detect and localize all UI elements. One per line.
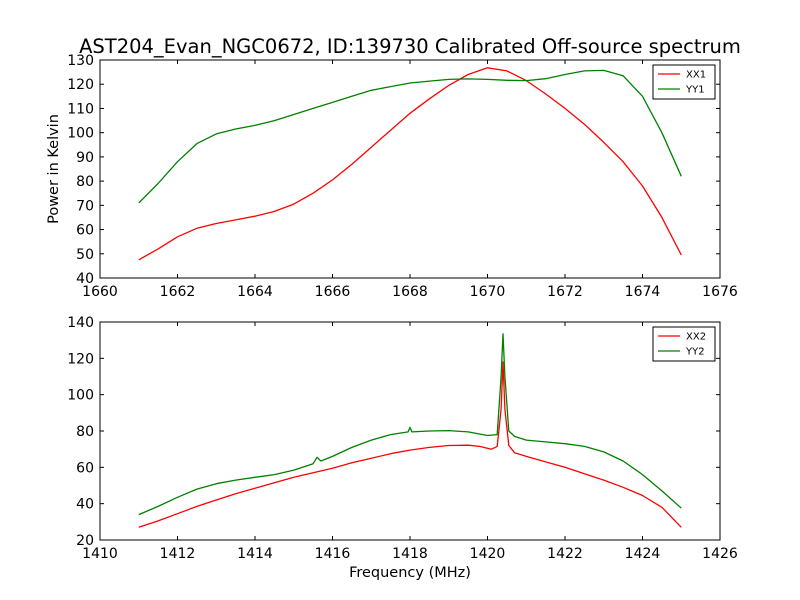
panel-bottom: 1410 1412 1414 1416 1418 1420 1422 1424 1426 20 40… bbox=[67, 315, 738, 562]
y-tick-label-top: 130 bbox=[67, 53, 94, 69]
y-tick-label-top: 90 bbox=[76, 150, 94, 166]
panel-bottom-frame bbox=[99, 321, 721, 541]
x-tick-label-top: 1676 bbox=[702, 284, 738, 300]
x-tick-label-bottom: 1420 bbox=[470, 546, 506, 562]
y-tick-label-bottom: 140 bbox=[67, 315, 94, 331]
legend-box-top bbox=[652, 64, 716, 100]
panel-bottom-axes: 1410 1412 1414 1416 1418 1420 1422 1424 1426 20 40… bbox=[67, 315, 738, 562]
y-tick-label-bottom: 20 bbox=[76, 533, 94, 549]
y-tick-label-bottom: 60 bbox=[76, 460, 94, 476]
x-tick-label-top: 1664 bbox=[237, 284, 273, 300]
y-tick-label-top: 70 bbox=[76, 198, 94, 214]
y-tick-label-bottom: 120 bbox=[67, 351, 94, 367]
y-tick-label-top: 60 bbox=[76, 223, 94, 239]
x-tick-label-top: 1674 bbox=[625, 284, 661, 300]
y-tick-label-top: 120 bbox=[67, 77, 94, 93]
chart-title: AST204_Evan_NGC0672, ID:139730 Calibrate… bbox=[79, 35, 741, 58]
series-line-xx2 bbox=[138, 361, 682, 528]
x-tick-label-top: 1666 bbox=[315, 284, 351, 300]
y-tick-label-bottom: 100 bbox=[67, 388, 94, 404]
x-tick-label-top: 1662 bbox=[160, 284, 196, 300]
panel-top: 1660 1662 1664 1666 1668 1670 1672 1674 1676 40 50… bbox=[67, 53, 738, 300]
series-line-yy1 bbox=[138, 69, 682, 204]
series-line-xx1 bbox=[138, 67, 682, 261]
x-tick-label-bottom: 1410 bbox=[82, 546, 118, 562]
legend-label-yy2: YY2 bbox=[685, 347, 705, 358]
series-line-yy2 bbox=[138, 333, 682, 516]
x-tick-label-bottom: 1422 bbox=[547, 546, 583, 562]
panel-top-axes: 1660 1662 1664 1666 1668 1670 1672 1674 1676 40 50… bbox=[67, 53, 738, 300]
panel-top-series bbox=[138, 67, 682, 261]
y-tick-label-top: 40 bbox=[76, 271, 94, 287]
x-tick-label-bottom: 1426 bbox=[702, 546, 738, 562]
legend-box-bottom bbox=[652, 326, 716, 362]
x-tick-label-bottom: 1416 bbox=[315, 546, 351, 562]
legend-label-xx1: XX1 bbox=[686, 70, 706, 81]
x-tick-label-top: 1668 bbox=[392, 284, 428, 300]
x-tick-label-top: 1660 bbox=[82, 284, 118, 300]
x-tick-label-bottom: 1412 bbox=[160, 546, 196, 562]
y-tick-label-top: 50 bbox=[76, 247, 94, 263]
x-tick-label-bottom: 1424 bbox=[625, 546, 661, 562]
y-tick-label-bottom: 80 bbox=[76, 424, 94, 440]
x-tick-label-top: 1670 bbox=[470, 284, 506, 300]
x-tick-label-bottom: 1414 bbox=[237, 546, 273, 562]
y-tick-label-top: 100 bbox=[67, 126, 94, 142]
y-tick-label-top: 80 bbox=[76, 174, 94, 190]
legend-label-yy1: YY1 bbox=[685, 85, 705, 96]
legend-label-xx2: XX2 bbox=[686, 332, 706, 343]
x-tick-label-top: 1672 bbox=[547, 284, 583, 300]
y-tick-label-bottom: 40 bbox=[76, 497, 94, 513]
x-tick-label-bottom: 1418 bbox=[392, 546, 428, 562]
panel-bottom-series bbox=[138, 333, 682, 528]
panel-top-frame bbox=[99, 59, 721, 279]
y-tick-label-top: 110 bbox=[67, 101, 94, 117]
y-axis-label: Power in Kelvin bbox=[46, 114, 62, 224]
x-axis-label: Frequency (MHz) bbox=[349, 565, 471, 581]
